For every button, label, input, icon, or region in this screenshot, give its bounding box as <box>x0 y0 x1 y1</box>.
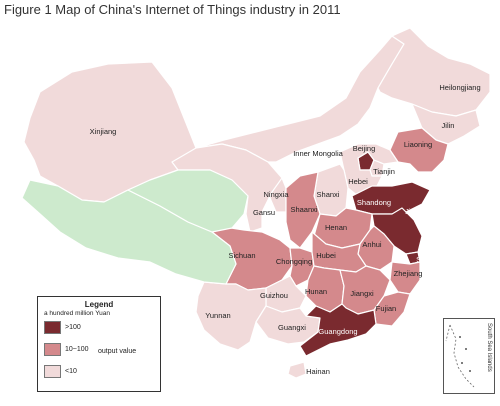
legend-unit: a hundred million Yuan <box>44 310 111 317</box>
province-guangdong <box>299 303 377 357</box>
province-label-anhui: Anhui <box>362 240 382 249</box>
legend-title: Legend <box>84 300 114 309</box>
province-label-liaoning: Liaoning <box>404 140 432 149</box>
legend-label-low: <10 <box>65 368 77 375</box>
province-label-gansu: Gansu <box>253 208 275 217</box>
legend-swatch-low <box>44 365 61 378</box>
province-label-inner-mongolia: Inner Mongolia <box>293 149 343 158</box>
province-label-shaanxi: Shaanxi <box>290 205 317 214</box>
province-label-hunan: Hunan <box>305 287 327 296</box>
province-shaanxi <box>285 171 321 249</box>
province-labels: Xinjiang Inner Mongolia Heilongjiang Jilin L… <box>90 83 481 376</box>
province-label-jilin: Jilin <box>442 121 455 130</box>
south-sea-islands-inset: South Sea Islands <box>443 318 495 394</box>
province-label-jiangxi: Jiangxi <box>350 289 374 298</box>
province-label-chongqing: Chongqing <box>276 257 312 266</box>
province-label-shanxi: Shanxi <box>317 190 340 199</box>
province-label-zhejiang: Zhejiang <box>394 269 423 278</box>
province-label-ningxia: Ningxia <box>263 190 289 199</box>
province-label-sichuan: Sichuan <box>228 251 255 260</box>
map-title: Figure 1 Map of China's Internet of Thin… <box>4 2 341 17</box>
province-label-yunnan: Yunnan <box>205 311 230 320</box>
legend-label-mid: 10~100 <box>65 346 89 353</box>
province-label-tianjin: Tianjin <box>373 167 395 176</box>
province-hainan <box>287 361 307 379</box>
province-label-hubei: Hubei <box>316 251 336 260</box>
province-label-xinjiang: Xinjiang <box>90 127 117 136</box>
province-label-hebei: Hebei <box>348 177 368 186</box>
province-label-shandong: Shandong <box>357 198 391 207</box>
legend-label-high: >100 <box>65 324 81 331</box>
province-zhejiang <box>389 261 421 295</box>
legend-output-note: output value <box>98 348 137 355</box>
legend-swatch-mid <box>44 343 61 356</box>
province-label-henan: Henan <box>325 223 347 232</box>
legend-box: Legend a hundred million Yuan >100 10~10… <box>37 296 161 392</box>
province-regions <box>21 27 491 379</box>
province-label-guangdong: Guangdong <box>318 327 357 336</box>
inset-islands <box>445 324 475 388</box>
province-label-beijing: Beijing <box>353 144 376 153</box>
inset-label: South Sea Islands <box>486 323 492 372</box>
province-label-guizhou: Guizhou <box>260 291 288 300</box>
province-label-jiangsu: Jiangsu <box>405 207 431 216</box>
province-label-fujian: Fujian <box>376 304 396 313</box>
province-label-heilongjiang: Heilongjiang <box>439 83 480 92</box>
legend-swatch-high <box>44 321 61 334</box>
province-qinghai <box>127 169 249 233</box>
province-label-shanghai: Shanghai <box>416 255 448 264</box>
province-tibet <box>21 179 237 285</box>
province-yunnan <box>195 281 267 351</box>
province-label-guangxi: Guangxi <box>278 323 306 332</box>
province-label-hainan: Hainan <box>306 367 330 376</box>
